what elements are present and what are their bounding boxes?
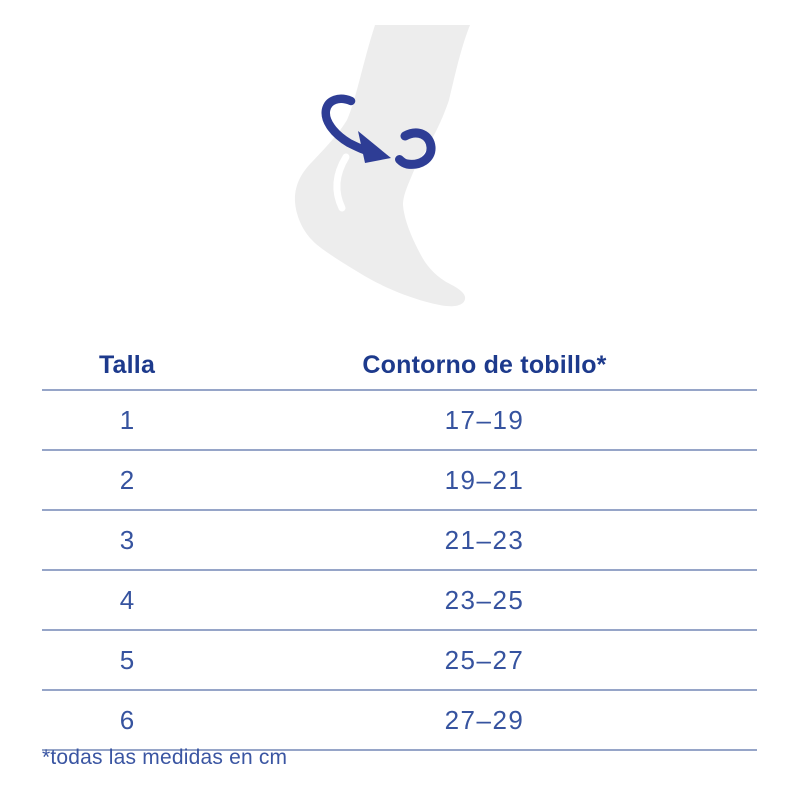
- column-header-contorno: Contorno de tobillo*: [362, 350, 607, 379]
- size-cell: 5: [119, 644, 135, 675]
- size-cell: 2: [119, 464, 135, 495]
- range-cell: 27–29: [444, 704, 525, 735]
- table-row: 2 19–21: [42, 449, 757, 509]
- rotation-arrow-icon: [321, 94, 372, 156]
- rotation-arrowhead: [358, 131, 391, 163]
- table-row: 4 23–25: [42, 569, 757, 629]
- table-row: 6 27–29: [42, 689, 757, 751]
- footnote: *todas las medidas en cm: [42, 746, 288, 769]
- table-body: 1 17–19 2 19–21 3 21–23 4 23–25 5 25–27 …: [42, 389, 757, 751]
- size-table-header: Talla Contorno de tobillo*: [42, 341, 757, 389]
- table-row: 3 21–23: [42, 509, 757, 569]
- table-row: 1 17–19: [42, 389, 757, 449]
- ankle-illustration-svg: [294, 25, 470, 307]
- rotation-arrow-far-curve: [395, 128, 436, 169]
- size-cell: 6: [119, 704, 135, 735]
- range-cell: 19–21: [444, 464, 525, 495]
- table-row: 5 25–27: [42, 629, 757, 689]
- size-cell: 3: [119, 524, 135, 555]
- size-cell: 1: [119, 404, 135, 435]
- foot-silhouette: [294, 25, 470, 307]
- size-cell: 4: [119, 584, 135, 615]
- range-cell: 23–25: [444, 584, 525, 615]
- size-table: Talla Contorno de tobillo* 1 17–19 2 19–…: [42, 341, 757, 751]
- range-cell: 25–27: [444, 644, 525, 675]
- heel-highlight: [333, 153, 350, 212]
- range-cell: 21–23: [444, 524, 525, 555]
- ankle-illustration: [250, 0, 570, 320]
- column-header-talla: Talla: [98, 350, 156, 379]
- range-cell: 17–19: [444, 404, 525, 435]
